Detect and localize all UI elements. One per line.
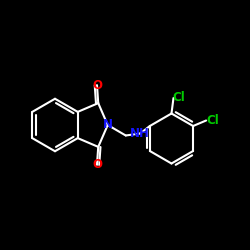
Text: NH: NH <box>130 127 150 140</box>
Text: Cl: Cl <box>172 91 185 104</box>
Text: Cl: Cl <box>207 114 220 126</box>
Text: N: N <box>103 118 113 132</box>
Text: O: O <box>92 78 102 92</box>
Text: O: O <box>92 158 102 172</box>
